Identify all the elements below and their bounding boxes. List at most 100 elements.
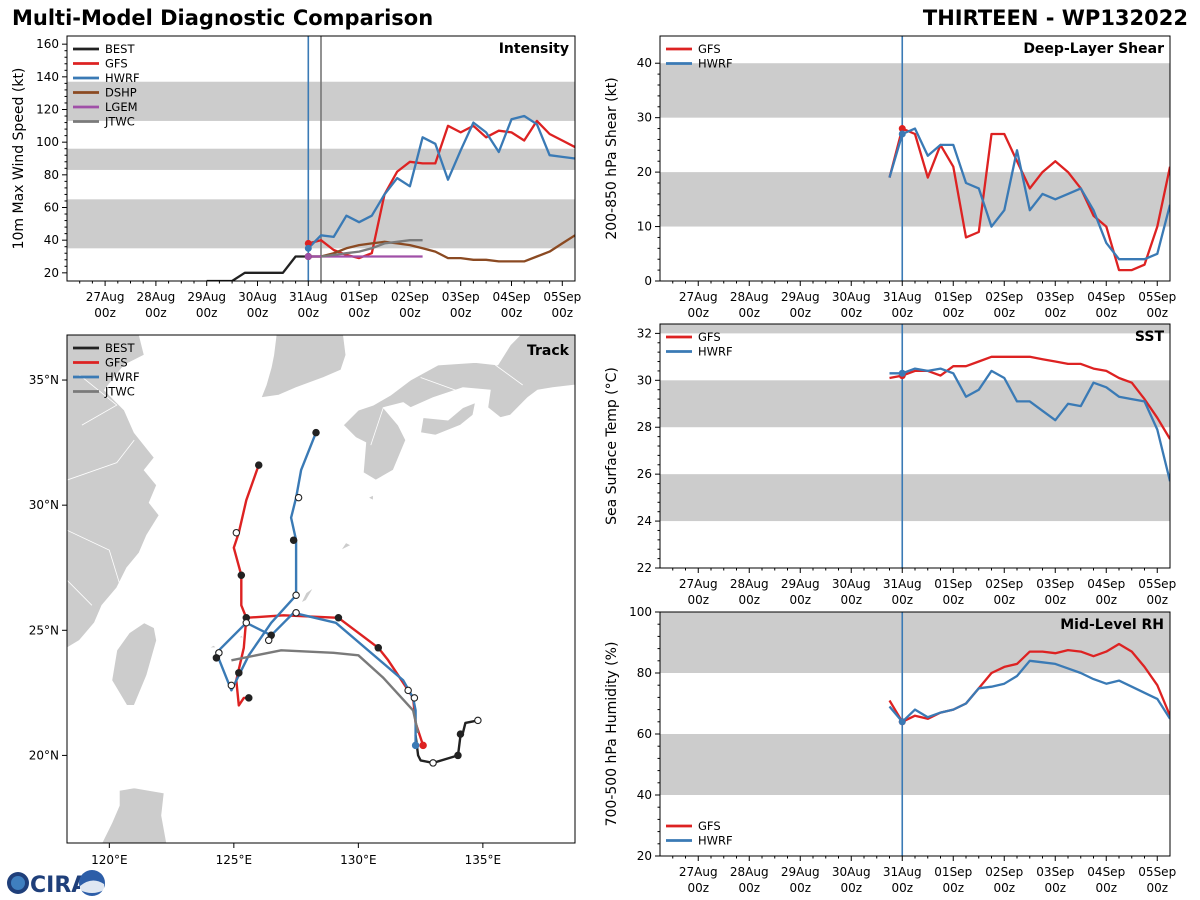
y-tick-label: 60 [44,201,59,215]
track-point [212,654,221,662]
x-tick-label: 00z [840,593,862,607]
lon-label: 135°E [465,853,502,867]
track-point [289,536,298,544]
track-point [410,694,419,702]
plot-area [67,36,575,281]
legend-label: JTWC [104,385,135,399]
legend-label: GFS [105,57,128,71]
x-tick-label: 00z [196,306,218,320]
x-tick-label: 02Sep [985,290,1023,304]
x-tick-label: 27Aug [679,577,718,591]
x-tick-label: 01Sep [340,290,378,304]
track-point [242,619,251,627]
legend-label: HWRF [698,57,733,71]
y-tick-label: 20 [44,266,59,280]
land-mass [67,335,160,649]
track-point [245,694,253,702]
x-tick-label: 00z [891,881,913,895]
x-tick-label: 00z [891,593,913,607]
series-hwrf [888,659,1170,723]
x-tick-label: 00z [145,306,167,320]
lon-label: 120°E [91,853,128,867]
x-tick-label: 29Aug [781,290,820,304]
x-tick-label: 03Sep [1036,290,1074,304]
series-marker [304,244,312,252]
track-point [292,609,300,617]
legend-label: HWRF [105,71,140,85]
x-tick-label: 29Aug [781,577,820,591]
page-title: Multi-Model Diagnostic Comparison [12,6,434,30]
series-best [206,255,321,281]
track-point [474,716,482,725]
track-point [419,741,427,750]
panel-title: SST [1135,329,1165,345]
x-tick-label: 00z [450,306,472,320]
land-mass [342,335,575,481]
chart-shear: 0 10 20 30 40 27Aug 00z 28Aug 00z 29Aug 00z 30Aug 00… [604,35,1176,320]
x-tick-label: 00z [738,306,760,320]
series-jtwc [320,239,423,258]
y-tick-label: 0 [644,274,652,288]
x-tick-label: 01Sep [934,290,972,304]
x-tick-label: 00z [789,593,811,607]
x-tick-label: 31Aug [883,290,922,304]
lon-label: 125°E [216,853,253,867]
panel-title: Mid-Level RH [1060,617,1164,633]
series-marker [304,239,312,247]
x-tick-label: 00z [1095,306,1117,320]
x-tick-label: 05Sep [1138,865,1176,879]
panel-title: Track [527,343,570,359]
y-tick-label: 40 [44,233,59,247]
x-tick-label: 00z [1044,593,1066,607]
legend-label: GFS [698,330,721,344]
chart-rh: 20 40 60 80 100 27Aug 00z 28Aug 00z 29Aug 00z 30Aug… [604,605,1176,895]
shade-band [660,63,1170,118]
y-tick-label: 140 [36,70,59,84]
track-point [264,636,273,645]
x-tick-label: 01Sep [934,865,972,879]
lon-label: 130°E [340,853,377,867]
legend-label: DSHP [105,86,137,100]
x-tick-label: 00z [840,881,862,895]
track-hwrf [215,432,417,746]
x-tick-label: 00z [247,306,269,320]
x-tick-label: 00z [993,881,1015,895]
province-border [370,407,384,446]
land-mass [208,644,218,649]
series-marker [304,253,312,260]
series-marker [898,718,906,726]
x-tick-label: 00z [1044,306,1066,320]
plot-area [660,324,1170,568]
series-hwrf [307,114,575,250]
land-mass [111,622,158,706]
series-hwrf [888,127,1170,261]
chart-intensity: 20 40 60 80 100 120 140 160 27Aug 00z 28Aug 00z 29Au… [11,35,581,320]
x-tick-label: 00z [789,881,811,895]
land-mass [367,494,374,501]
x-tick-label: 29Aug [187,290,226,304]
track-point [254,461,263,469]
cira-logo: CIRA [7,870,105,898]
track-point [235,669,243,677]
x-tick-label: 02Sep [391,290,429,304]
x-tick-label: 29Aug [781,865,820,879]
panel-title: Deep-Layer Shear [1023,41,1164,57]
series-gfs [888,127,1170,272]
y-tick-label: 100 [36,135,59,149]
y-tick-label: 60 [637,727,652,741]
track-point [374,644,383,652]
track-point [312,428,320,437]
map-frame [66,334,576,844]
legend-label: HWRF [698,345,733,359]
x-tick-label: 00z [1146,881,1168,895]
x-tick-label: 03Sep [1036,577,1074,591]
y-tick-label: 24 [637,514,652,528]
x-tick-label: 04Sep [493,290,531,304]
panel-title: Intensity [499,41,569,57]
chart-sst: 22 24 26 28 30 32 27Aug 00z 28Aug 00z 29Aug 00z 30Au… [604,323,1176,607]
x-tick-label: 30Aug [832,290,871,304]
province-border [67,579,93,606]
x-tick-label: 05Sep [543,290,581,304]
land-mass [300,587,314,604]
